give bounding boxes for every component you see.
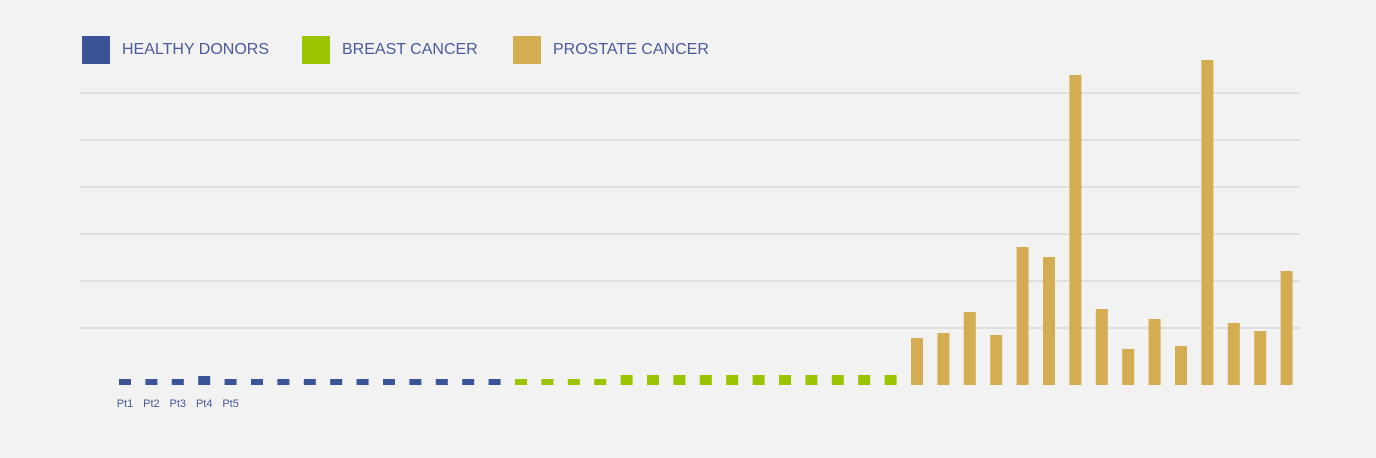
bar (1016, 247, 1029, 385)
bar (990, 335, 1003, 385)
bar (1095, 309, 1108, 385)
bar (779, 375, 791, 385)
x-tick-label: Pt4 (196, 398, 213, 410)
bar (488, 379, 501, 385)
bar (620, 375, 633, 385)
legend-label: BREAST CANCER (342, 41, 478, 58)
bar (515, 379, 527, 385)
bar (1201, 60, 1214, 385)
bar (462, 379, 475, 385)
bar (752, 375, 765, 385)
legend-label: PROSTATE CANCER (553, 41, 709, 58)
bar (409, 379, 422, 385)
bar (567, 379, 580, 385)
bar (435, 379, 448, 385)
bar (1122, 349, 1135, 385)
bar (673, 375, 686, 385)
bar (1280, 271, 1293, 385)
bar (1069, 75, 1082, 385)
bar (699, 375, 712, 385)
bar (831, 375, 844, 385)
x-tick-label: Pt1 (117, 398, 134, 410)
bar (277, 379, 290, 385)
x-tick-label: Pt5 (222, 398, 239, 410)
x-tick-label: Pt3 (170, 398, 187, 410)
bar (1254, 331, 1267, 385)
bar (911, 338, 923, 385)
bar (356, 379, 369, 385)
bar (858, 375, 871, 385)
bar (251, 379, 263, 385)
bar (198, 376, 211, 385)
x-tick-label: Pt2 (143, 398, 160, 410)
bar (647, 375, 659, 385)
legend-label: HEALTHY DONORS (122, 41, 269, 58)
bar (594, 379, 607, 385)
bar (884, 375, 897, 385)
bar (726, 375, 739, 385)
bar (805, 375, 818, 385)
bar (963, 312, 976, 385)
bar (1227, 323, 1240, 385)
bar (541, 379, 554, 385)
legend-swatch (513, 36, 541, 64)
bar (1148, 319, 1161, 385)
bar (1043, 257, 1055, 385)
bar (937, 333, 950, 385)
bar (1175, 346, 1187, 385)
bar (145, 379, 158, 385)
bar (330, 379, 343, 385)
legend-swatch (302, 36, 330, 64)
bar (383, 379, 395, 385)
bar (303, 379, 316, 385)
bar (171, 379, 184, 385)
legend-swatch (82, 36, 110, 64)
bar (224, 379, 237, 385)
bar (119, 379, 131, 385)
